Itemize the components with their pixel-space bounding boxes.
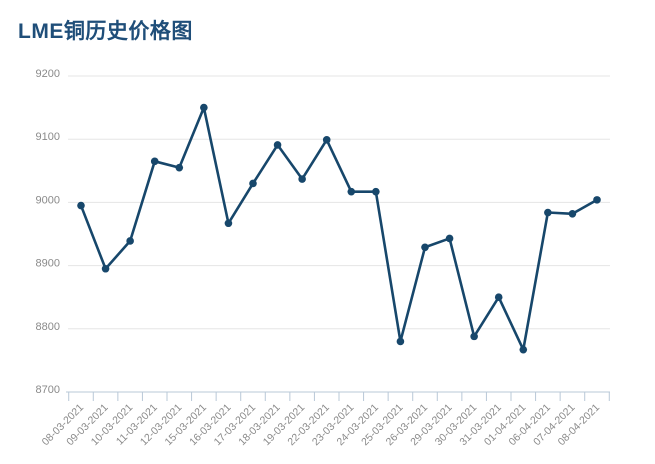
data-point[interactable] <box>421 243 429 252</box>
data-point[interactable] <box>298 175 306 183</box>
page-title: LME铜历史价格图 <box>18 20 193 43</box>
y-axis-label: 8800 <box>36 321 60 333</box>
data-point[interactable] <box>77 201 85 210</box>
data-point[interactable] <box>322 136 331 144</box>
data-point[interactable] <box>150 157 159 166</box>
data-point[interactable] <box>519 345 528 354</box>
data-point[interactable] <box>544 208 552 217</box>
data-point[interactable] <box>568 209 577 218</box>
y-axis-label: 8900 <box>36 258 60 270</box>
data-point[interactable] <box>175 163 184 172</box>
data-point[interactable] <box>396 337 405 346</box>
data-point[interactable] <box>101 264 110 273</box>
price-line <box>79 106 599 351</box>
data-point[interactable] <box>494 293 503 301</box>
y-axis-label: 9200 <box>36 68 60 80</box>
data-point[interactable] <box>593 196 601 204</box>
data-point[interactable] <box>372 187 380 196</box>
chart-canvas: 92009100900089008800870008-03-202109-03-… <box>36 68 610 448</box>
data-point[interactable] <box>224 219 233 228</box>
y-axis-label: 9000 <box>36 194 60 206</box>
data-point[interactable] <box>249 179 257 188</box>
data-point[interactable] <box>470 332 478 341</box>
y-axis-label: 8700 <box>36 384 60 396</box>
data-point[interactable] <box>273 141 282 149</box>
data-point[interactable] <box>200 103 208 112</box>
data-point[interactable] <box>126 237 134 245</box>
data-point[interactable] <box>445 234 454 243</box>
price-chart: 9200 9100 9000 8900 8800 8700 08-03-2021 09-03-… <box>0 60 655 464</box>
data-point[interactable] <box>347 187 356 196</box>
y-axis-label: 9100 <box>36 131 60 143</box>
